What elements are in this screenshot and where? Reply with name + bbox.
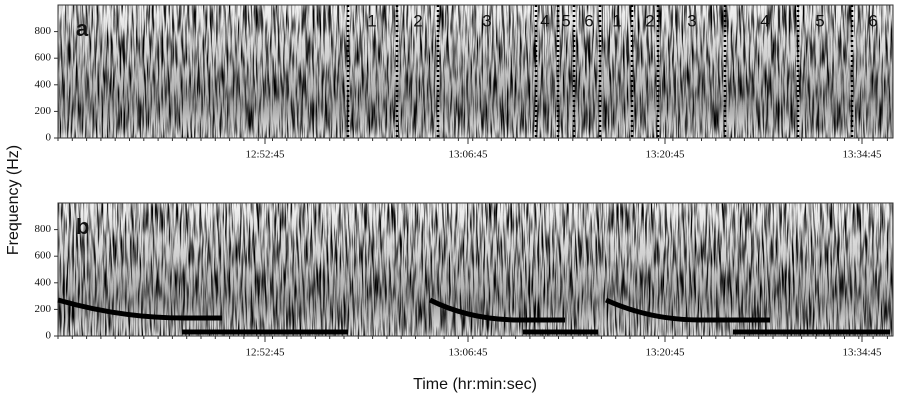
- y-tick-label: 200: [35, 303, 52, 315]
- y-tick-label: 600: [35, 250, 52, 262]
- y-tick-label: 800: [35, 25, 52, 37]
- plot-frame: [57, 4, 894, 139]
- y-tick-label: 200: [35, 105, 52, 117]
- segment-label: 2: [413, 11, 422, 30]
- segment-label: 5: [815, 11, 824, 30]
- segment-label: 2: [645, 11, 654, 30]
- y-tick-label: 0: [46, 132, 52, 144]
- segment-label: 4: [540, 11, 549, 30]
- panel-letter: b: [76, 214, 89, 239]
- segment-label: 6: [868, 11, 877, 30]
- plot-frame: [57, 202, 894, 337]
- curve: [428, 297, 565, 323]
- y-axis-label: Frequency (Hz): [5, 145, 22, 255]
- y-tick-label: 0: [46, 330, 52, 342]
- x-tick-label: 13:34:45: [842, 149, 882, 161]
- y-tick-label: 800: [35, 223, 52, 235]
- x-tick-label: 13:34:45: [842, 347, 882, 359]
- panel-letter: a: [76, 16, 89, 41]
- segment-label: 1: [612, 11, 621, 30]
- x-tick-label: 13:06:45: [448, 149, 488, 161]
- x-tick-label: 13:20:45: [645, 149, 685, 161]
- segment-label: 4: [760, 11, 769, 30]
- curve: [604, 297, 770, 323]
- curve: [57, 297, 222, 321]
- x-tick-label: 13:06:45: [448, 347, 488, 359]
- segment-label: 3: [482, 11, 491, 30]
- segment-label: 3: [687, 11, 696, 30]
- segment-label: 6: [584, 11, 593, 30]
- x-tick-label: 13:20:45: [645, 347, 685, 359]
- x-tick-label: 12:52:45: [245, 347, 285, 359]
- x-axis-label: Time (hr:min:sec): [413, 376, 537, 393]
- segment-label: 5: [561, 11, 570, 30]
- x-tick-label: 12:52:45: [245, 149, 285, 161]
- y-tick-label: 400: [35, 276, 52, 288]
- segment-label: 1: [367, 11, 376, 30]
- y-tick-label: 600: [35, 52, 52, 64]
- y-tick-label: 400: [35, 78, 52, 90]
- spectrogram-noise: [58, 5, 893, 138]
